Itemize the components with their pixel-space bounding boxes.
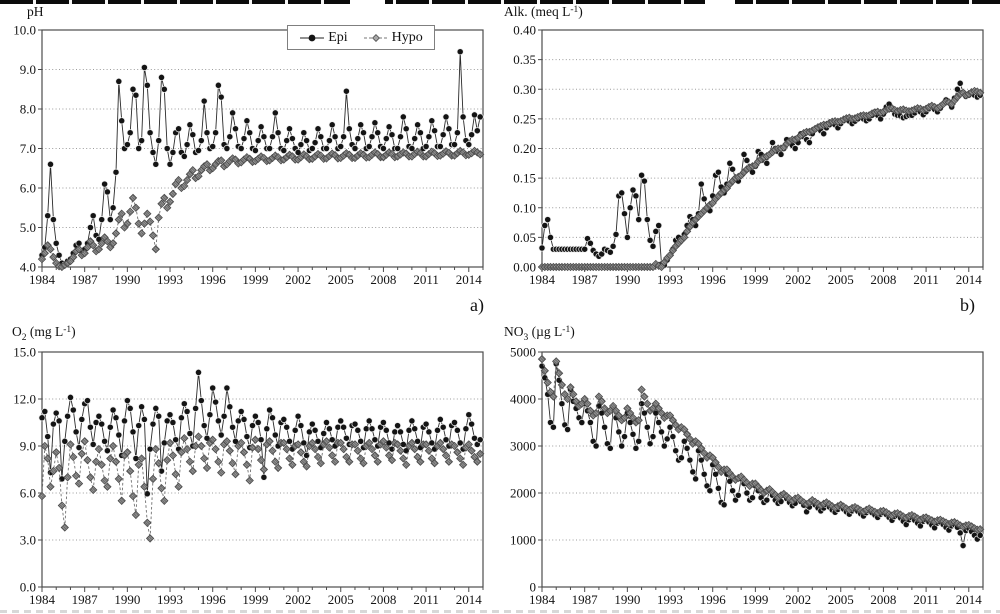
svg-text:0.00: 0.00 (513, 260, 536, 275)
svg-text:2014: 2014 (956, 272, 983, 287)
svg-text:8.0: 8.0 (20, 102, 36, 117)
svg-text:0.35: 0.35 (513, 52, 536, 67)
svg-text:2014: 2014 (456, 592, 483, 607)
svg-text:1990: 1990 (614, 272, 640, 287)
svg-text:1993: 1993 (657, 272, 683, 287)
svg-text:1990: 1990 (114, 592, 140, 607)
svg-text:1996: 1996 (200, 272, 227, 287)
svg-text:0.30: 0.30 (513, 82, 536, 97)
svg-text:1984: 1984 (29, 592, 56, 607)
svg-text:3.0: 3.0 (20, 533, 36, 548)
svg-text:1999: 1999 (742, 272, 768, 287)
svg-text:15.0: 15.0 (13, 345, 36, 360)
svg-text:1999: 1999 (742, 592, 768, 607)
svg-text:2000: 2000 (510, 486, 536, 501)
svg-text:2002: 2002 (785, 592, 811, 607)
svg-text:0.40: 0.40 (513, 23, 536, 38)
plot-no3: 0 1000 2000 3000 4000 5000 1984 1987 1990 1993 199… (510, 345, 985, 607)
panel-title-ph: pH (27, 4, 44, 19)
svg-text:6.0: 6.0 (20, 181, 36, 196)
svg-text:2011: 2011 (913, 592, 939, 607)
svg-text:4000: 4000 (510, 392, 536, 407)
legend-item-epi: Epi (299, 29, 348, 46)
svg-text:7.0: 7.0 (20, 141, 36, 156)
plot-alk: 0.00 0.05 0.10 0.15 0.20 0.25 0.30 0.35 0.40 1984… (513, 23, 985, 287)
svg-text:1987: 1987 (572, 272, 599, 287)
svg-text:0: 0 (530, 580, 537, 595)
svg-text:10.0: 10.0 (13, 23, 36, 38)
panel-label-a: a) (470, 295, 484, 315)
svg-text:12.0: 12.0 (13, 392, 36, 407)
svg-text:2008: 2008 (370, 592, 396, 607)
svg-text:1990: 1990 (114, 272, 140, 287)
panel-title-o2: O2 (mg L-1) (12, 324, 76, 343)
svg-text:0.10: 0.10 (513, 200, 536, 215)
svg-text:1984: 1984 (29, 272, 56, 287)
svg-text:0.20: 0.20 (513, 141, 536, 156)
svg-text:0.0: 0.0 (20, 580, 36, 595)
svg-text:1987: 1987 (72, 272, 99, 287)
svg-text:1999: 1999 (242, 592, 268, 607)
svg-text:5.0: 5.0 (20, 220, 36, 235)
cropped-text-strip-bottom (0, 610, 1000, 613)
svg-text:2002: 2002 (285, 592, 311, 607)
svg-text:2008: 2008 (370, 272, 396, 287)
svg-text:0.05: 0.05 (513, 230, 536, 245)
svg-text:3000: 3000 (510, 439, 536, 454)
plot-o2: 0.0 3.0 6.0 9.0 12.0 15.0 1984 1987 1990 1993 1996… (13, 345, 485, 607)
svg-text:5000: 5000 (510, 345, 536, 360)
svg-text:2008: 2008 (870, 592, 896, 607)
svg-text:1987: 1987 (72, 592, 99, 607)
svg-text:2005: 2005 (328, 272, 354, 287)
svg-text:2002: 2002 (785, 272, 811, 287)
svg-text:1984: 1984 (529, 592, 556, 607)
svg-text:1984: 1984 (529, 272, 556, 287)
svg-text:2008: 2008 (870, 272, 896, 287)
svg-text:1987: 1987 (572, 592, 599, 607)
svg-text:1000: 1000 (510, 533, 536, 548)
legend: Epi Hypo (287, 25, 435, 50)
svg-text:0.25: 0.25 (513, 111, 536, 126)
plot-ph: 4.0 5.0 6.0 7.0 8.0 9.0 10.0 1984 1987 1990 1993 19… (13, 23, 485, 287)
svg-text:1993: 1993 (657, 592, 683, 607)
svg-text:1990: 1990 (614, 592, 640, 607)
hypo-marker-icon (363, 33, 388, 42)
strip-gap (705, 0, 735, 4)
svg-text:2005: 2005 (328, 592, 354, 607)
svg-text:2002: 2002 (285, 272, 311, 287)
strip-gap (350, 0, 385, 4)
svg-text:0.15: 0.15 (513, 171, 536, 186)
panel-label-b: b) (960, 295, 975, 315)
svg-text:1996: 1996 (700, 272, 727, 287)
svg-text:1993: 1993 (157, 272, 183, 287)
legend-item-hypo: Hypo (363, 30, 423, 46)
svg-text:4.0: 4.0 (20, 260, 36, 275)
svg-text:9.0: 9.0 (20, 62, 36, 77)
legend-label-hypo: Hypo (391, 29, 423, 45)
svg-text:2005: 2005 (828, 272, 854, 287)
svg-text:1996: 1996 (700, 592, 727, 607)
svg-text:1996: 1996 (200, 592, 227, 607)
svg-text:2011: 2011 (413, 592, 439, 607)
svg-text:2014: 2014 (456, 272, 483, 287)
svg-text:1999: 1999 (242, 272, 268, 287)
svg-text:9.0: 9.0 (20, 439, 36, 454)
epi-marker-icon (300, 34, 325, 41)
svg-text:1993: 1993 (157, 592, 183, 607)
panel-title-alk: Alk. (meq L-1) (504, 4, 583, 19)
legend-label-epi: Epi (328, 29, 348, 45)
svg-text:2005: 2005 (828, 592, 854, 607)
svg-text:6.0: 6.0 (20, 486, 36, 501)
panel-title-no3: NO3 (µg L-1) (504, 324, 575, 343)
svg-text:2014: 2014 (956, 592, 983, 607)
svg-text:2011: 2011 (413, 272, 439, 287)
svg-text:2011: 2011 (913, 272, 939, 287)
cropped-text-strip-top (0, 0, 1000, 4)
